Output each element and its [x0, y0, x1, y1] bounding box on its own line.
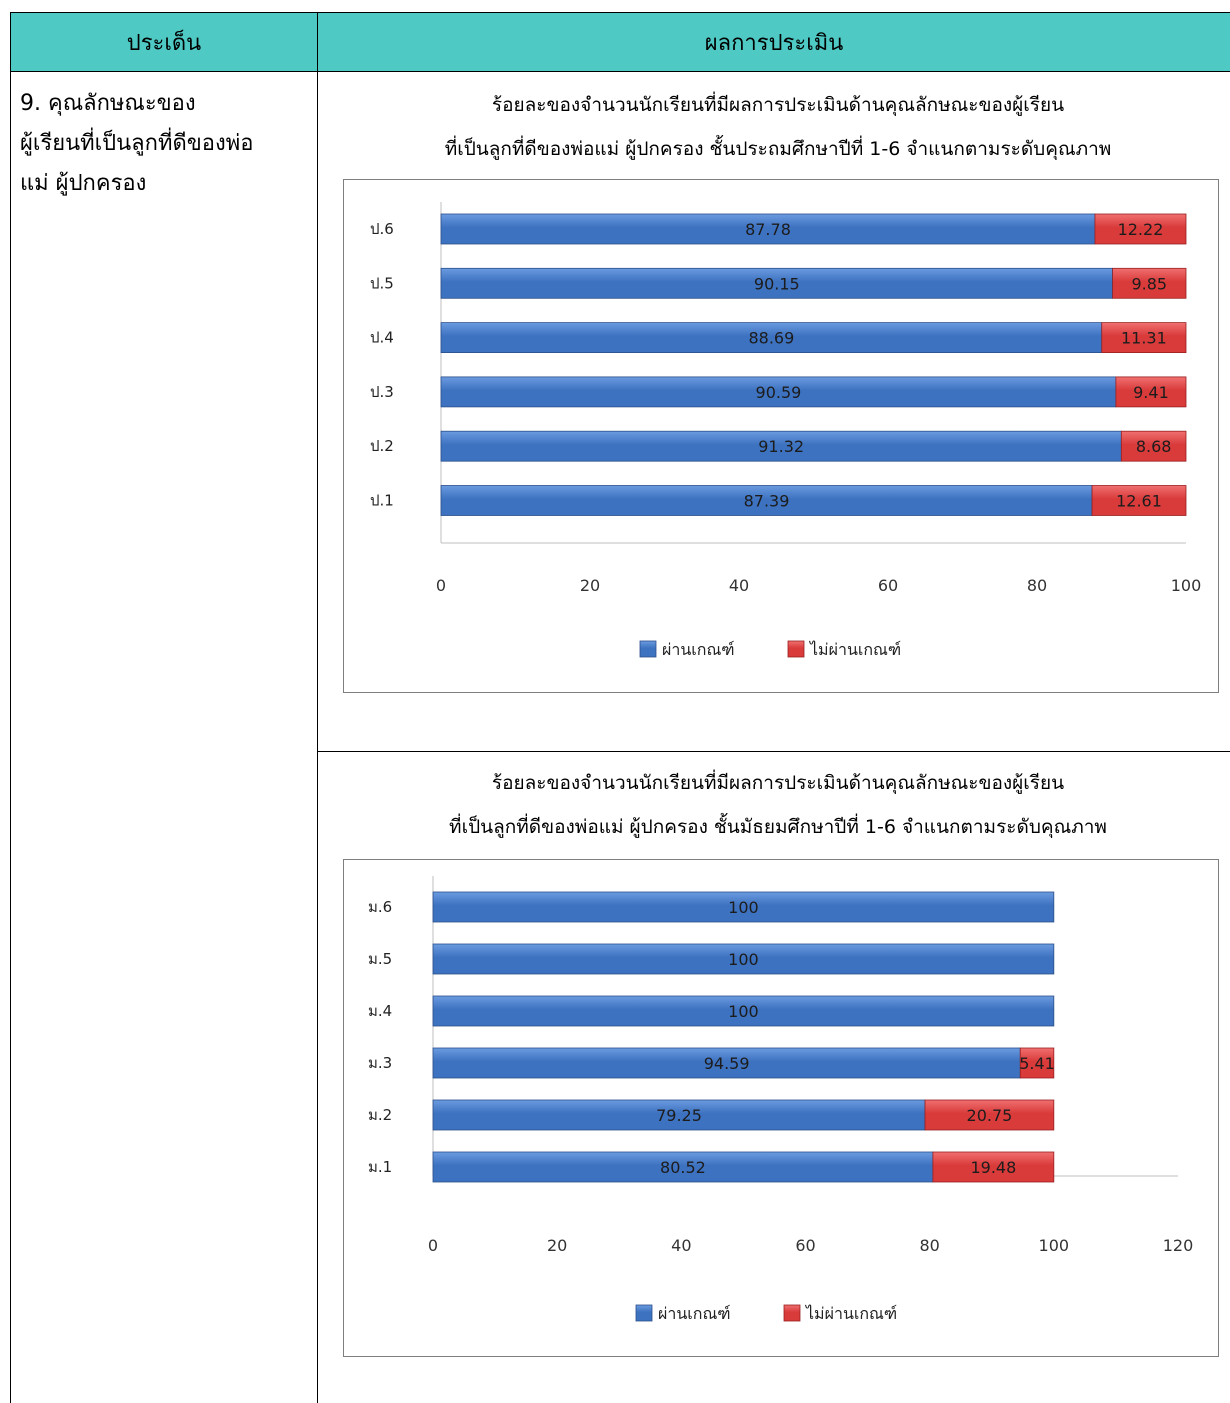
- issue-line: แม่ ผู้ปกครอง: [20, 171, 147, 196]
- legend-label-pass: ผ่านเกณฑ์: [658, 1304, 731, 1323]
- chart-2-title-line-2: ที่เป็นลูกที่ดีของพ่อแม่ ผู้ปกครอง ชั้นม…: [449, 816, 1107, 838]
- category-label: ป.3: [370, 383, 394, 401]
- bar-fail: [1091, 485, 1187, 516]
- table-border-left: [10, 72, 11, 1403]
- bar-pass: [432, 943, 1055, 975]
- data-label: 90.15: [754, 274, 800, 293]
- category-label: ม.3: [368, 1054, 392, 1072]
- chart-1-title-line-1: ร้อยละของจำนวนนักเรียนที่มีผลการประเมินด…: [491, 94, 1065, 116]
- x-tick-label: 0: [428, 1236, 438, 1255]
- data-label: 12.22: [1118, 220, 1164, 239]
- legend-label-fail: ไม่ผ่านเกณฑ์: [804, 1304, 897, 1323]
- data-label: 79.25: [656, 1106, 702, 1125]
- data-label: 9.41: [1133, 383, 1169, 402]
- bar-fail: [1112, 267, 1187, 299]
- bar-pass: [440, 213, 1096, 245]
- legend-swatch-pass: [639, 640, 657, 658]
- bar-fail: [924, 1099, 1055, 1131]
- x-tick-label: 20: [580, 576, 600, 595]
- header-result: ผลการประเมิน: [318, 12, 1230, 72]
- data-label: 87.39: [744, 492, 790, 511]
- bar-pass: [440, 376, 1117, 408]
- category-label: ป.4: [370, 329, 394, 347]
- data-label: 100: [728, 950, 759, 969]
- category-label: ป.2: [370, 437, 394, 455]
- chart-1: ป.6 87.78 12.22 ป.5 90.15 9.85 ป.4 88.69 11.31 ป.…: [343, 179, 1219, 693]
- bar-pass: [432, 1099, 926, 1131]
- bar-pass: [440, 267, 1114, 299]
- legend-swatch-pass: [635, 1304, 653, 1322]
- bar-fail: [932, 1151, 1055, 1183]
- bar-fail: [1101, 322, 1187, 354]
- legend-swatch-fail: [783, 1304, 801, 1322]
- x-tick-label: 40: [729, 576, 749, 595]
- header-issue: ประเด็น: [10, 12, 318, 72]
- category-label: ป.6: [370, 220, 394, 238]
- chart-1-svg: ป.6 87.78 12.22 ป.5 90.15 9.85 ป.4 88.69 11.31 ป.…: [370, 202, 1202, 659]
- category-label: ม.1: [368, 1158, 392, 1176]
- x-tick-label: 0: [436, 576, 446, 595]
- bar-pass: [432, 1151, 934, 1183]
- category-label: ม.4: [368, 1002, 392, 1020]
- data-label: 20.75: [967, 1106, 1013, 1125]
- data-label: 88.69: [748, 329, 794, 348]
- bar-pass: [440, 485, 1093, 516]
- data-label: 19.48: [970, 1158, 1016, 1177]
- x-tick-label: 120: [1163, 1236, 1194, 1255]
- x-tick-label: 40: [671, 1236, 691, 1255]
- bar-fail: [1115, 376, 1187, 408]
- data-label: 8.68: [1136, 437, 1172, 456]
- row-divider: [318, 751, 1230, 752]
- legend-swatch-fail: [787, 640, 805, 658]
- x-tick-label: 60: [795, 1236, 815, 1255]
- data-label: 12.61: [1116, 492, 1162, 511]
- data-label: 5.41: [1019, 1054, 1055, 1073]
- data-label: 11.31: [1121, 329, 1167, 348]
- data-label: 91.32: [758, 437, 804, 456]
- table-column-divider: [317, 72, 318, 1403]
- legend-label-fail: ไม่ผ่านเกณฑ์: [808, 640, 901, 659]
- data-label: 100: [728, 898, 759, 917]
- bar-pass: [440, 430, 1122, 462]
- x-tick-label: 20: [547, 1236, 567, 1255]
- issue-line: ผู้เรียนที่เป็นลูกที่ดีของพ่อ: [20, 131, 254, 156]
- x-tick-label: 80: [919, 1236, 939, 1255]
- category-label: ป.1: [370, 492, 394, 510]
- x-tick-label: 60: [878, 576, 898, 595]
- chart-2: ม.6 100 ม.5 100 ม.4 100 ม.3 94.59 5.41 ม.2 79.25 20…: [343, 859, 1219, 1357]
- category-label: ม.2: [368, 1106, 392, 1124]
- bar-pass: [432, 995, 1055, 1027]
- bar-pass: [432, 891, 1055, 923]
- bar-fail: [1019, 1047, 1055, 1079]
- x-tick-label: 100: [1039, 1236, 1070, 1255]
- data-label: 9.85: [1131, 274, 1167, 293]
- category-label: ม.6: [368, 898, 392, 916]
- assessment-table: ประเด็น ผลการประเมิน 9. คุณลักษณะของ ผู้…: [10, 12, 1230, 1403]
- category-label: ม.5: [368, 950, 392, 968]
- chart-2-svg: ม.6 100 ม.5 100 ม.4 100 ม.3 94.59 5.41 ม.2 79.25 20…: [368, 876, 1194, 1323]
- chart-2-title-line-1: ร้อยละของจำนวนนักเรียนที่มีผลการประเมินด…: [491, 772, 1065, 794]
- data-label: 87.78: [745, 220, 791, 239]
- data-label: 94.59: [704, 1054, 750, 1073]
- bar-fail: [1120, 430, 1187, 462]
- bar-fail: [1094, 213, 1187, 245]
- legend-label-pass: ผ่านเกณฑ์: [662, 640, 735, 659]
- x-tick-label: 100: [1171, 576, 1202, 595]
- issue-text: 9. คุณลักษณะของ ผู้เรียนที่เป็นลูกที่ดีข…: [20, 84, 310, 204]
- data-label: 80.52: [660, 1158, 706, 1177]
- data-label: 90.59: [756, 383, 802, 402]
- issue-line: 9. คุณลักษณะของ: [20, 91, 196, 116]
- chart-1-title-line-2: ที่เป็นลูกที่ดีของพ่อแม่ ผู้ปกครอง ชั้นป…: [444, 138, 1112, 160]
- category-label: ป.5: [370, 274, 394, 292]
- data-label: 100: [728, 1002, 759, 1021]
- x-tick-label: 80: [1027, 576, 1047, 595]
